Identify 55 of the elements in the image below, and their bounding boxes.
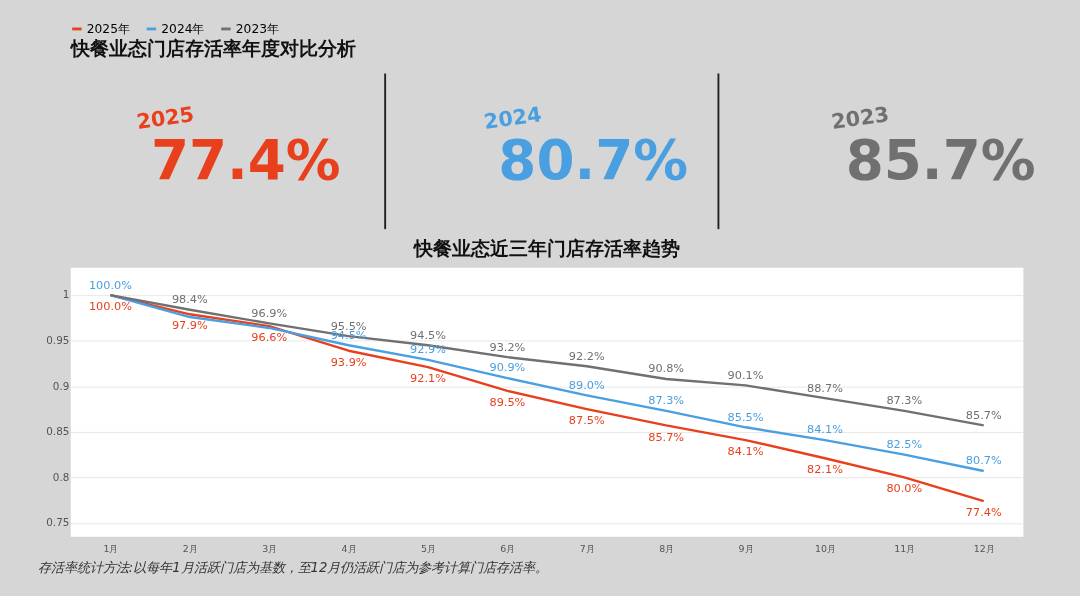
x-tick-label: 11月 <box>894 543 916 555</box>
data-label: 87.3% <box>886 394 923 408</box>
data-label: 96.6% <box>251 331 288 345</box>
x-tick-label: 9月 <box>738 543 754 555</box>
x-tick-label: 1月 <box>103 543 119 555</box>
data-label: 85.5% <box>727 410 764 424</box>
data-label: 90.8% <box>648 362 685 376</box>
y-tick-label: 0.75 <box>46 516 70 529</box>
data-label: 93.9% <box>330 355 367 369</box>
data-label: 92.1% <box>410 372 447 386</box>
x-tick-label: 3月 <box>262 543 278 555</box>
data-label: 89.5% <box>489 395 526 409</box>
data-label: 90.9% <box>489 361 526 375</box>
x-tick-label: 6月 <box>500 543 516 555</box>
text: 存活率统计方法:以每年1月活跃门店为基数，至12月仍活跃门店为参考计算门店存活率。 <box>37 559 549 575</box>
data-label: 82.1% <box>806 463 844 477</box>
data-label: 85.7% <box>965 408 1002 422</box>
x-tick-label: 10月 <box>814 543 836 555</box>
data-label: 87.3% <box>648 394 685 408</box>
text: 快餐业态门店存活率年度对比分析 <box>68 36 356 59</box>
data-label: 97.9% <box>171 319 209 333</box>
data-label: 90.1% <box>727 368 764 382</box>
legend-label: 2023年 <box>235 21 279 36</box>
data-label: 96.9% <box>251 306 288 320</box>
data-label: 100.0% <box>88 300 133 314</box>
data-label: 94.5% <box>410 328 447 342</box>
y-tick-label: 0.8 <box>52 470 70 483</box>
data-label: 100.0% <box>88 278 133 292</box>
data-label: 98.4% <box>171 293 209 307</box>
x-tick-label: 8月 <box>659 543 675 555</box>
data-label: 80.0% <box>886 482 923 496</box>
x-tick-label: 7月 <box>579 543 595 555</box>
data-label: 85.7% <box>648 430 685 444</box>
legend-label: 2025年 <box>86 21 130 36</box>
y-tick-label: 1 <box>62 288 70 301</box>
x-tick-label: 4月 <box>341 543 357 555</box>
data-label: 92.9% <box>410 343 447 357</box>
chart-title: 快餐业态近三年门店存活率趋势 <box>412 236 681 259</box>
data-label: 89.0% <box>568 378 605 392</box>
x-tick-label: 2月 <box>182 543 198 555</box>
legend-label: 2024年 <box>161 21 205 36</box>
x-tick-label: 5月 <box>420 543 436 555</box>
data-label: 82.5% <box>886 438 923 452</box>
data-label: 84.1% <box>727 445 764 459</box>
data-label: 84.1% <box>806 423 844 437</box>
y-tick-label: 0.95 <box>46 334 70 347</box>
data-label: 92.2% <box>568 349 605 363</box>
data-label: 77.4% <box>965 506 1002 520</box>
data-label: 80.7% <box>965 454 1002 468</box>
data-label: 88.7% <box>806 381 844 395</box>
y-tick-label: 0.85 <box>46 425 70 438</box>
y-tick-label: 0.9 <box>52 379 70 392</box>
x-tick-label: 12月 <box>973 543 995 555</box>
data-label: 87.5% <box>568 414 605 428</box>
data-label: 93.2% <box>489 340 526 354</box>
